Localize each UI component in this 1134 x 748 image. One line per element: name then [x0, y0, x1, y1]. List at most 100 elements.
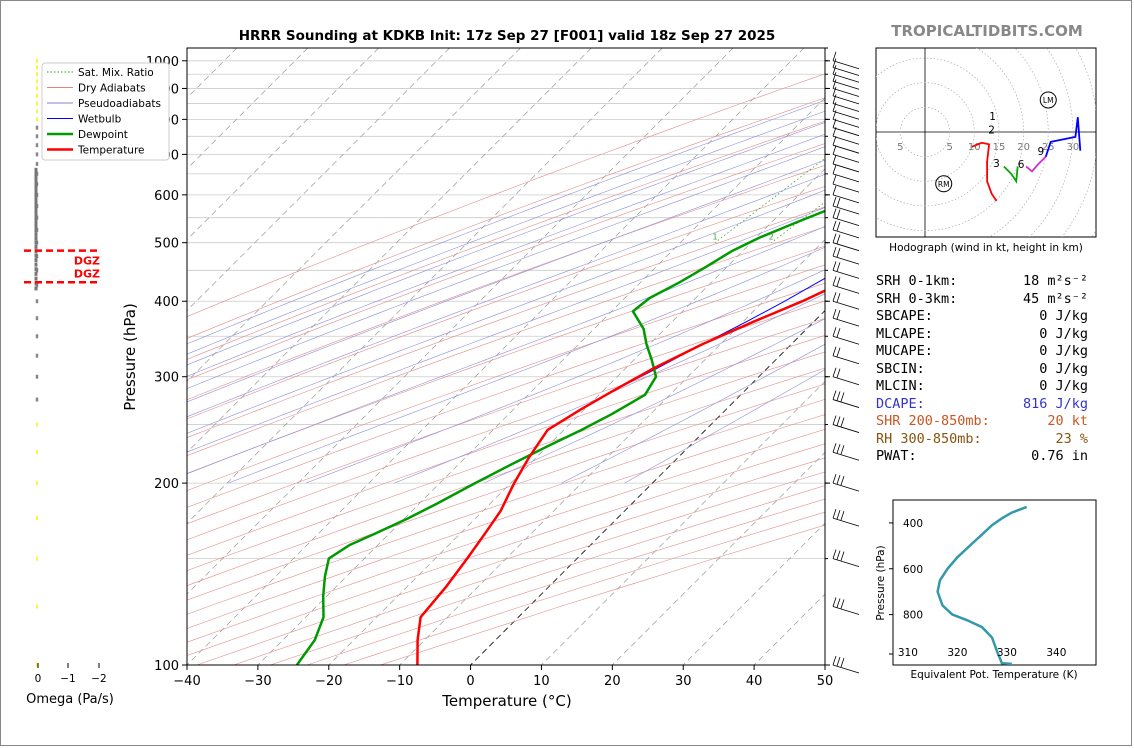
- dry-adiabat-line: [187, 164, 825, 401]
- wind-barb-flag: [840, 551, 845, 561]
- wind-barb-staff: [832, 664, 860, 674]
- wind-barb-staff: [832, 73, 860, 83]
- hodo-ring: [899, 106, 950, 157]
- dry-adiabat-line: [187, 300, 825, 525]
- wind-barb-staff: [832, 183, 860, 193]
- pseudoadiabat-line: [305, 269, 825, 484]
- hodograph-caption: Hodograph (wind in kt, height in km): [889, 242, 1083, 254]
- stat-value: 20 kt: [1047, 413, 1088, 429]
- wind-barb-staff: [832, 60, 860, 70]
- wind-barb-flag: [840, 392, 845, 402]
- theta-e-data: [936, 505, 1028, 665]
- pseudoadiabat-line: [187, 207, 825, 453]
- mixing-ratio-label: 1: [712, 233, 717, 242]
- isotherm-line: [187, 48, 450, 312]
- skewt-xlabel: Temperature (°C): [441, 692, 571, 710]
- wind-barb-flag: [840, 445, 845, 455]
- x-tick-label: 20: [604, 674, 621, 689]
- dry-adiabat-line: [187, 383, 825, 601]
- dry-adiabat-line: [187, 120, 825, 360]
- wind-barb-staff: [832, 451, 860, 461]
- dry-adiabat-line: [187, 97, 825, 339]
- isotherm-line: [328, 168, 825, 665]
- wind-barb-flag: [836, 221, 841, 232]
- wind-barb-staff: [832, 606, 860, 615]
- wind-barb-flag: [832, 185, 837, 195]
- omega-xlabel: Omega (Pa/s): [26, 692, 114, 707]
- wind-barb-staff: [832, 399, 860, 408]
- stat-value: 0 J/kg: [1039, 325, 1088, 342]
- wind-barb-flag: [840, 475, 845, 486]
- wind-barb-staff: [832, 517, 860, 527]
- hodo-ring-label: 20: [1017, 142, 1030, 153]
- theta-e-x-tick-label: 340: [1046, 647, 1066, 659]
- skewt-axes: [186, 47, 826, 666]
- wind-barb-staff: [832, 95, 860, 105]
- hodo-trace: [971, 141, 998, 202]
- x-tick-label: 30: [675, 674, 692, 689]
- isotherm-line: [257, 97, 825, 665]
- wind-barb-flag: [832, 58, 837, 68]
- pseudoadiabat-line: [187, 122, 825, 366]
- pseudoadiabat-line: [187, 159, 825, 403]
- y-tick-label: 300: [154, 371, 179, 386]
- wind-barb-flag: [832, 175, 837, 185]
- hodo-ring-label: 5: [946, 142, 952, 153]
- stat-value: 0 J/kg: [1039, 378, 1088, 394]
- hodo-ring: [876, 57, 1000, 207]
- dry-adiabat-line: [187, 143, 825, 381]
- pseudoadiabat-line: [187, 146, 825, 389]
- omega-tick-label: −2: [91, 673, 106, 685]
- wind-barb-staff: [832, 284, 860, 294]
- x-tick-label: −40: [173, 674, 200, 689]
- wind-barb-flag: [836, 510, 841, 520]
- dry-adiabat-line: [187, 351, 825, 572]
- stat-label: DCAPE:: [876, 395, 925, 412]
- hodo-ring: [876, 48, 1024, 231]
- wind-barb-flag: [832, 415, 837, 425]
- hodo-lm-label: LM: [1043, 96, 1054, 105]
- wind-barb-staff: [832, 163, 860, 173]
- wind-barb-staff: [832, 194, 860, 204]
- stat-row: RH 300-850mb: 23 %: [876, 431, 1088, 448]
- wind-barb-staff: [832, 255, 860, 265]
- hodo-height-label: 2: [988, 125, 995, 137]
- x-tick-label: 0: [466, 674, 474, 689]
- series-dewpoint-line: [295, 209, 825, 665]
- wind-barb-staff: [832, 300, 860, 310]
- wind-barb-flag: [832, 196, 837, 207]
- hodo-ring-label: 30: [1067, 142, 1080, 153]
- y-tick-label: 600: [154, 189, 179, 204]
- hodo-ring: [1028, 48, 1074, 237]
- wind-barb-flag: [832, 233, 837, 243]
- mixing-ratio-label: 2: [769, 233, 774, 242]
- stat-label: SRH 0-3km:: [876, 290, 958, 307]
- wind-barb-flag: [836, 550, 841, 560]
- stat-row: PWAT: 0.76 in: [876, 448, 1088, 465]
- wind-barb-flag: [832, 261, 837, 271]
- stat-row: SRH 0-1km: 18 m²s⁻²: [876, 273, 1088, 290]
- wind-barb-staff: [832, 110, 860, 120]
- wind-barb-flag: [836, 368, 841, 378]
- wind-barb-staff: [832, 335, 860, 345]
- wind-barb-flag: [840, 599, 845, 609]
- dry-adiabat-line: [187, 414, 825, 629]
- stat-row: SHR 200-850mb: 20 kt: [876, 413, 1088, 430]
- wind-barb-flag: [832, 51, 837, 61]
- pseudoadiabat-line: [394, 293, 825, 484]
- wind-barb-flag: [836, 474, 841, 485]
- stat-row: SBCAPE: 0 J/kg: [876, 308, 1088, 325]
- wind-barb-staff: [832, 88, 860, 97]
- hodo-rm-label: RM: [938, 180, 950, 189]
- wind-barb-staff: [832, 118, 860, 128]
- wind-barb-flag: [832, 208, 837, 218]
- hodo-height-label: 3: [993, 158, 1000, 170]
- stat-label: SRH 0-1km:: [876, 273, 958, 289]
- wind-barb-flag: [832, 94, 837, 104]
- hodo-trace: [1003, 165, 1019, 184]
- pseudoadiabat-line: [187, 133, 825, 377]
- theta-e-ylabel: Pressure (hPa): [875, 545, 887, 620]
- theta-e-x-tick-label: 320: [947, 647, 967, 659]
- wind-barb-flag: [836, 277, 841, 287]
